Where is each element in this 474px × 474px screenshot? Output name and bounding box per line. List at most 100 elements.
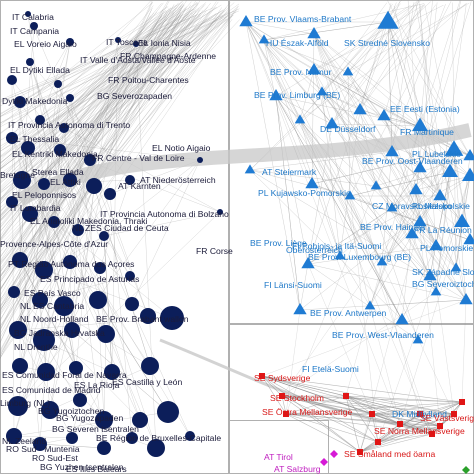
edge [13,291,47,373]
edge [387,21,393,153]
edge [69,159,201,263]
node-label-nl-drenthe: NL Drenthe [14,342,58,352]
edge [57,43,137,85]
region-node-circle [38,178,50,190]
edge [0,10,204,289]
edge [29,61,61,151]
edge [71,371,113,439]
edge [0,12,220,249]
edge [349,1,452,197]
region-node-triangle [405,227,419,239]
edge [17,83,59,407]
edge [0,9,187,291]
edge [349,195,433,435]
edge [391,2,415,153]
region-node-triangle [376,256,388,266]
edge [381,171,451,263]
edge [411,233,437,293]
edge [0,6,216,281]
edge [399,423,433,435]
region-node-circle [66,94,74,102]
region-node-circle [72,224,84,236]
edge [419,195,441,223]
region-node-circle [94,262,106,274]
edge [261,375,379,443]
region-node-circle [104,188,116,200]
region-node-triangle [377,109,391,121]
edge [399,221,463,425]
region-node-square [429,431,435,437]
edge [345,395,463,403]
edge [349,171,451,197]
edge [53,221,173,319]
edge [299,69,315,121]
region-node-triangle [258,34,270,44]
node-label-sk-zapadne-slovensko: SK Západné Slovensko [412,267,474,277]
edge [0,8,193,221]
edge [275,95,403,321]
edge [0,16,227,200]
edge [29,61,157,449]
edge [0,2,153,126]
region-node-triangle [444,140,464,156]
edge [347,0,421,73]
edge [71,229,79,331]
edge [299,299,467,311]
edge [97,299,169,413]
edge [0,10,177,291]
edge [321,21,389,93]
edge [349,195,431,277]
node-label-es-la-rioja: ES La Rioja [74,380,120,390]
node-label-it-calabria: IT Calabria [12,12,54,22]
edge [345,395,421,415]
region-node-circle [63,255,77,269]
node-label-el-peloponnisos: EL Peloponnisos [12,190,76,200]
region-node-triangle [325,117,339,129]
edge [307,263,419,341]
edge [275,95,301,311]
region-node-circle [125,297,139,311]
edge [29,61,79,231]
edge [415,149,455,191]
region-node-triangle [463,149,474,161]
region-node-circle [66,38,74,46]
edge [13,179,71,293]
edge [0,18,227,193]
region-node-triangle [409,183,423,195]
edge [0,10,207,316]
edge [21,25,35,181]
edge [419,221,471,241]
edge [0,9,224,158]
node-label-el-notio-aigaio: EL Notio Aigaio [152,143,211,153]
region-node-circle [89,291,107,309]
node-label-it-valle-d-aosta-vallee-d-aoste: IT Valle d'Aosta/Vallée d'Aoste [80,55,196,65]
edge [0,2,207,164]
edge [39,149,61,445]
edge [0,10,239,118]
edge [93,185,151,367]
node-label-es-castilla-y-leon: ES Castilla y León [112,377,182,387]
node-label-at-karnten: AT Kärnten [118,181,161,191]
edge [313,33,419,341]
region-node-triangle [305,177,319,189]
edge-layer [0,0,472,453]
edge [369,189,417,307]
edge [307,263,373,415]
edge [347,2,470,73]
edge [249,169,351,197]
edge [43,339,105,449]
edge [321,91,421,223]
edge [17,235,105,407]
edge [63,305,81,401]
edge [401,245,437,321]
edge [263,39,455,151]
edge [345,395,373,415]
edge [369,299,467,307]
region-node-circle [86,178,102,194]
edge [275,5,424,97]
edge [245,21,437,247]
edge [0,5,240,300]
edge [69,261,107,335]
